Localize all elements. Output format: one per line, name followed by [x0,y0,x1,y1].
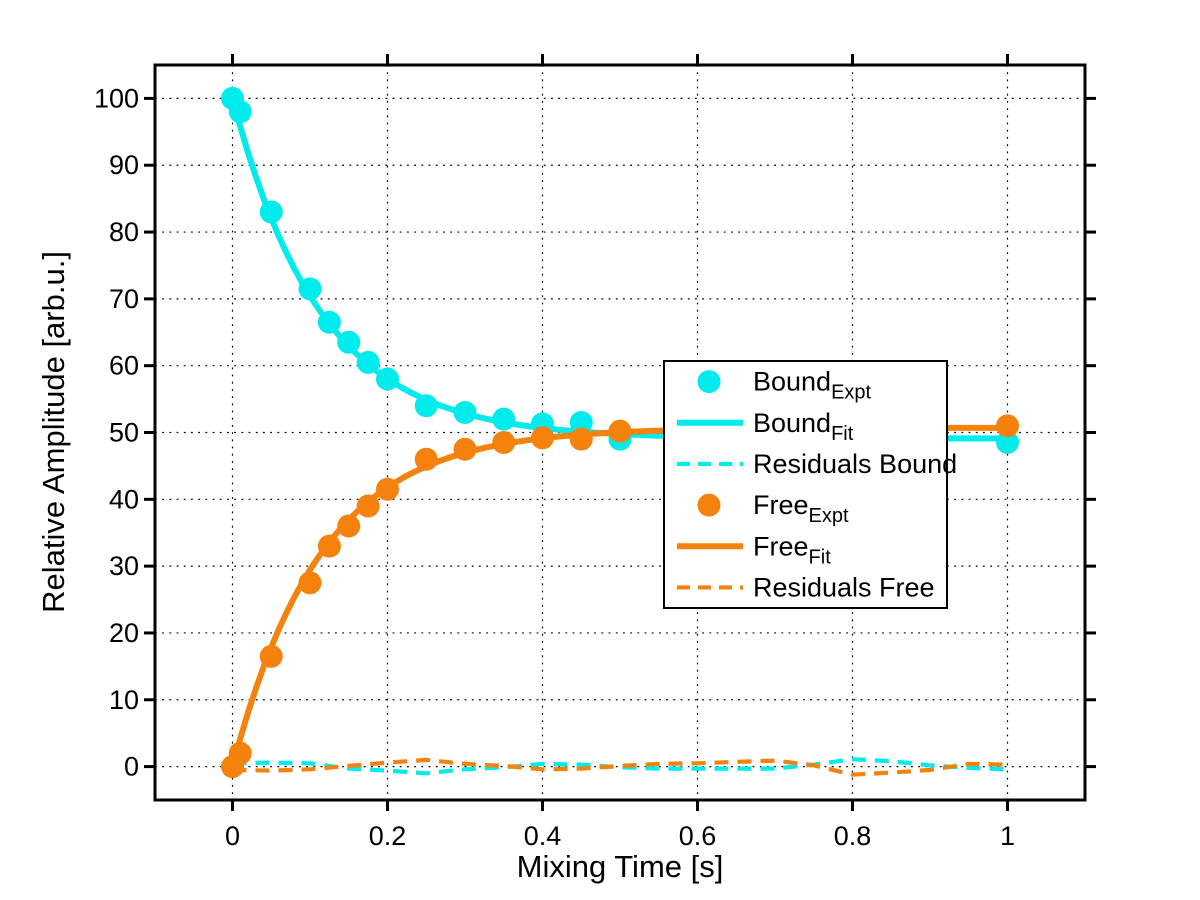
free-expt-series [221,414,1019,779]
free-expt-marker [298,571,322,595]
x-tick-label: 0 [225,821,240,851]
legend-label: FreeFit [753,531,831,568]
bound-expt-marker [298,277,322,301]
legend-label: Residuals Bound [753,449,957,479]
bound-expt-marker [996,431,1019,455]
free-expt-marker [228,741,252,765]
bound-expt-marker [453,400,477,424]
legend-label: BoundFit [753,408,854,445]
residuals-bound-series [232,757,1008,776]
legend-item-residuals-bound: Residuals Bound [677,449,957,479]
y-tick-label: 50 [109,418,139,448]
y-tick-label: 40 [109,484,139,514]
free-expt-marker [453,437,477,461]
bound-expt-marker [569,410,593,434]
free-expt-marker [356,494,380,518]
y-tick-label: 30 [109,551,139,581]
legend-label: Residuals Free [753,572,935,602]
bound-expt-marker [414,394,438,418]
free-expt-marker [531,426,554,450]
legend-label: FreeExpt [753,490,849,527]
x-tick-label: 1 [1000,821,1015,851]
x-tick-label: 0.8 [834,821,872,851]
legend-marker-swatch [697,370,721,394]
x-tick-label: 0.2 [369,821,407,851]
residuals-free-line [232,757,1008,777]
legend-label: BoundExpt [753,367,872,404]
bound-expt-marker [492,407,516,431]
y-tick-label: 70 [109,284,139,314]
free-expt-marker [376,477,399,501]
free-expt-marker [259,644,283,668]
free-expt-marker [317,534,341,558]
free-expt-marker [414,447,438,471]
free-expt-marker [996,414,1019,438]
x-tick-label: 0.6 [679,821,717,851]
y-tick-label: 10 [109,685,139,715]
legend-item-residuals-free: Residuals Free [677,572,935,602]
legend-marker-swatch [697,493,721,517]
y-tick-label: 20 [109,618,139,648]
y-axis-label: Relative Amplitude [arb.u.] [36,251,71,613]
plot-area: 0 0.2 0.4 0.6 0.8 10102030405060708090100Boun… [94,54,1096,851]
bound-expt-marker [376,367,399,391]
free-expt-marker [337,514,361,538]
legend-box [663,360,948,609]
legend-item-bound-fit: BoundFit [677,408,854,445]
bound-expt-marker [317,310,341,334]
y-tick-label: 100 [94,83,139,113]
bound-expt-marker [356,350,380,374]
legend-item-free-fit: FreeFit [677,531,831,568]
x-tick-label: 0.4 [524,821,562,851]
y-tick-label: 60 [109,351,139,381]
y-tick-label: 80 [109,217,139,247]
bound-expt-series [221,86,1019,455]
residuals-bound-line [232,757,1008,776]
free-expt-marker [608,419,632,443]
legend-item-bound-expt: BoundExpt [697,367,872,404]
legend-item-free-expt: FreeExpt [697,490,849,527]
legend: BoundExpt BoundFit Residuals Bound FreeExpt… [663,360,957,609]
residuals-free-series [232,757,1008,777]
bound-expt-marker [228,100,252,124]
y-tick-label: 0 [124,752,139,782]
bound-expt-marker [337,330,361,354]
bound-expt-marker [259,200,283,224]
free-expt-marker [569,427,593,451]
x-axis-label: Mixing Time [s] [517,849,724,884]
y-tick-label: 90 [109,150,139,180]
free-expt-marker [492,431,516,455]
